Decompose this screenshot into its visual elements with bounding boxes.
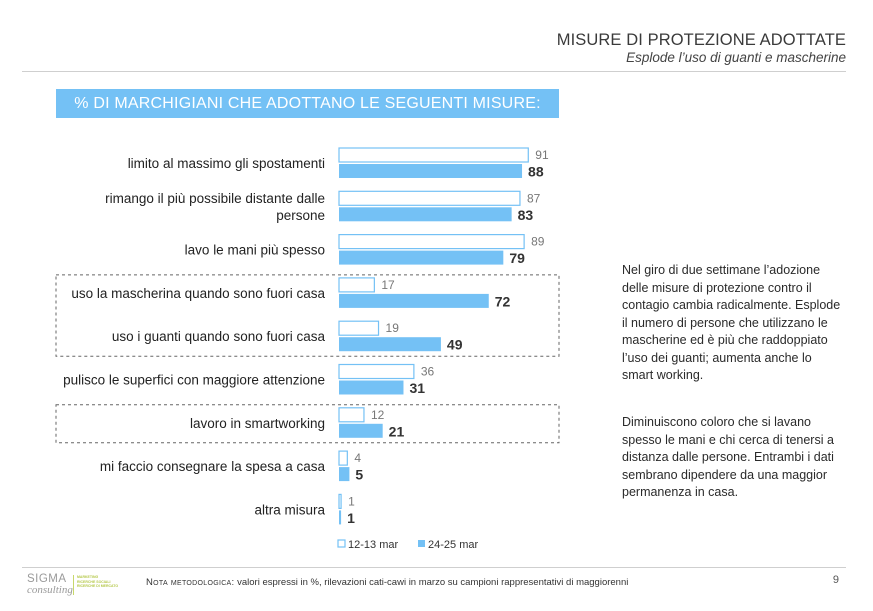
highlight-box <box>55 274 560 357</box>
category-label: lavo le mani più spesso <box>185 243 325 258</box>
data-label-24-25-mar: 31 <box>409 380 425 396</box>
bar-24-25-mar <box>339 380 404 395</box>
data-label-12-13-mar: 91 <box>535 148 549 162</box>
bar-12-13-mar <box>338 493 342 509</box>
data-label-24-25-mar: 49 <box>447 337 463 353</box>
footer-divider <box>22 567 846 568</box>
bar-12-13-mar <box>338 234 525 250</box>
data-label-24-25-mar: 72 <box>495 293 511 309</box>
data-label-12-13-mar: 4 <box>354 451 361 465</box>
category-label: mi faccio consegnare la spesa a casa <box>100 459 326 474</box>
data-label-24-25-mar: 1 <box>347 510 355 526</box>
highlight-box <box>55 404 560 444</box>
bar-12-13-mar <box>338 190 521 206</box>
data-label-24-25-mar: 5 <box>355 467 363 483</box>
logo-tagline-line: RICERCHE DI MERCATO <box>77 584 119 588</box>
bar-12-13-mar <box>338 277 375 293</box>
methodology-note: Nota metodologica: valori espressi in %,… <box>146 577 628 588</box>
bar-24-25-mar <box>339 337 441 352</box>
page-subtitle: Esplode l’uso di guanti e mascherine <box>626 50 846 65</box>
data-label-24-25-mar: 21 <box>389 423 405 439</box>
bar-24-25-mar <box>339 293 489 308</box>
commentary-paragraph-1: Nel giro di due settimane l’adozione del… <box>622 263 841 382</box>
page-title: MISURE DI PROTEZIONE ADOTTATE <box>556 31 846 49</box>
category-label: uso la mascherina quando sono fuori casa <box>71 286 325 301</box>
category-label: limito al massimo gli spostamenti <box>128 156 325 171</box>
legend-label-12-13-mar: 12-13 mar <box>348 539 398 551</box>
bar-12-13-mar <box>338 407 365 423</box>
category-label: uso i guanti quando sono fuori casa <box>112 329 326 344</box>
data-label-12-13-mar: 12 <box>371 408 385 422</box>
sigma-logo: SIGMA consulting MARKETING RICERCHE SOCI… <box>27 573 122 597</box>
bar-24-25-mar <box>339 423 383 438</box>
bar-12-13-mar <box>338 320 380 336</box>
bar-12-13-mar <box>338 363 415 380</box>
legend-swatch-12-13-mar <box>337 539 346 548</box>
bar-24-25-mar <box>339 510 342 525</box>
commentary-paragraph-2: Diminuiscono coloro che si lavano spesso… <box>622 415 834 499</box>
category-label: altra misura <box>254 502 325 517</box>
bar-24-25-mar <box>339 250 504 265</box>
header-divider <box>22 71 846 72</box>
logo-tagline-line: RICERCHE SOCIALI <box>77 579 111 584</box>
category-label: persone <box>276 208 325 223</box>
category-label: rimango il più possibile distante dalle <box>105 191 325 206</box>
data-label-24-25-mar: 88 <box>528 164 544 180</box>
data-label-12-13-mar: 87 <box>527 191 541 205</box>
methodology-note-label: Nota metodologica: <box>146 577 235 588</box>
data-label-12-13-mar: 36 <box>421 365 435 379</box>
logo-wordmark-top: SIGMA <box>27 573 67 585</box>
bar-24-25-mar <box>339 467 350 482</box>
data-label-24-25-mar: 79 <box>509 250 525 266</box>
logo-tagline: MARKETING RICERCHE SOCIALI RICERCHE DI M… <box>77 575 118 589</box>
logo-separator <box>73 575 74 595</box>
data-label-12-13-mar: 17 <box>381 278 395 292</box>
legend-swatch-24-25-mar <box>418 540 425 547</box>
bar-24-25-mar <box>339 207 512 222</box>
bar-12-13-mar <box>338 450 348 466</box>
bar-12-13-mar <box>338 147 529 163</box>
legend-label-24-25-mar: 24-25 mar <box>428 539 478 551</box>
data-label-24-25-mar: 83 <box>518 207 534 223</box>
logo-tagline-line: MARKETING <box>77 575 99 579</box>
page-number: 9 <box>832 574 839 586</box>
methodology-note-text: valori espressi in %, rilevazioni cati-c… <box>234 577 629 588</box>
data-label-12-13-mar: 89 <box>531 235 545 249</box>
chart-banner: % DI MARCHIGIANI CHE ADOTTANO LE SEGUENT… <box>56 89 559 118</box>
bar-24-25-mar <box>339 164 523 178</box>
category-label: pulisco le superfici con maggiore attenz… <box>63 373 325 388</box>
category-label: lavoro in smartworking <box>190 416 325 431</box>
data-label-12-13-mar: 1 <box>348 494 355 508</box>
data-label-12-13-mar: 19 <box>386 321 400 335</box>
logo-wordmark-bottom: consulting <box>27 584 73 596</box>
